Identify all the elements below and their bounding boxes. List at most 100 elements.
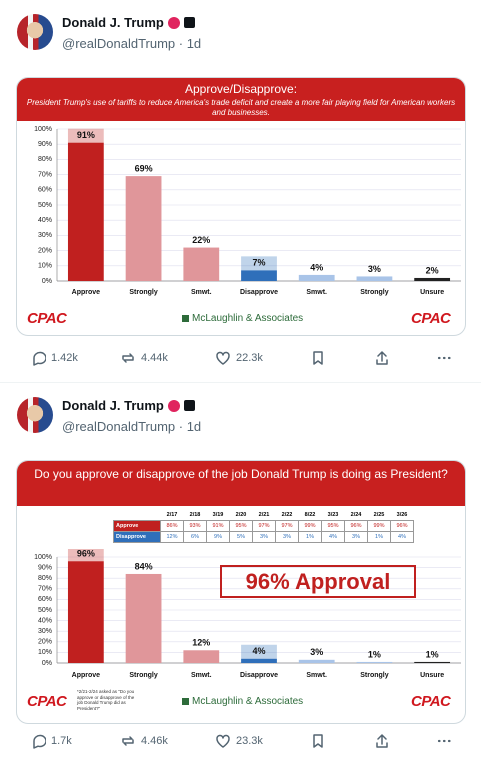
x-tick-label: Strongly [360,672,388,679]
repost-icon [122,353,134,363]
bookmark-button[interactable] [310,733,326,749]
more-icon [437,739,451,743]
table-header-cell: 8/22 [304,512,316,518]
icon-path [33,734,46,749]
table-header-row: 2/17 2/18 3/19 2/20 2/21 2/22 8/22 3/23 2/24 2/25… [114,510,414,521]
table-cell: 6% [183,531,207,543]
handle[interactable]: @realDonaldTrump · 1d [62,419,202,434]
like-button[interactable]: 22.3k [215,350,263,366]
bar [356,661,393,663]
value-label: 1% [368,649,381,659]
bar [414,661,451,663]
bookmark-button[interactable] [310,350,326,366]
reply-button[interactable]: 1.42k [30,350,78,366]
verified-badge [167,399,180,412]
icon-path [376,734,388,748]
x-tick-label: Smwt. [191,672,212,679]
y-tick-label: 90% [38,141,52,148]
like-button[interactable]: 23.3k [215,733,263,749]
repost-button[interactable]: 4.46k [120,733,168,749]
x-tick-label: Smwt. [306,672,327,679]
chart-image[interactable]: Approve/Disapprove: President Trump's us… [16,77,466,336]
source-text: McLaughlin & Associates [192,313,304,324]
more-button[interactable] [436,733,452,749]
repost-button[interactable]: 4.44k [120,350,168,366]
annotation: 96% Approval [220,565,416,598]
more-button[interactable] [436,350,452,366]
source-text: McLaughlin & Associates [192,696,304,707]
y-tick-label: 30% [38,628,52,635]
chart-image[interactable]: Do you approve or disapprove of the job … [16,460,466,724]
footnote: *2/21-2/24 asked as "Do you approve or d… [77,689,135,711]
chart-title: Approve/Disapprove: [184,82,298,96]
value-label: 4% [252,646,265,656]
table-cell: 1% [298,531,322,543]
author-row: Donald J. Trump [62,398,195,413]
reply-button[interactable]: 1.7k [30,733,72,749]
y-tick-label: 80% [38,156,52,163]
x-tick-label: Strongly [129,289,157,296]
chart-footer: CPAC *2/21-2/24 asked as "Do you approve… [17,687,465,717]
x-tick-label: Smwt. [191,289,212,296]
value-label: 22% [192,235,210,245]
x-tick-label: Unsure [420,289,444,296]
reply-icon [33,351,46,366]
repost-icon [122,736,134,746]
source: McLaughlin & Associates [182,313,303,324]
table-cell: 99% [298,520,322,532]
x-tick-label: Disapprove [240,289,278,296]
table-cell: 3% [275,531,299,543]
chart-title: Do you approve or disapprove of the job … [34,467,448,481]
icon-path [122,353,134,363]
plot: 0% 10% 20% 30% 40% 50% 60% 70% 80% 90% 100% Approve… [34,549,461,679]
avatar[interactable] [17,14,53,50]
like-icon [216,734,230,748]
y-tick-label: 100% [34,126,52,133]
y-tick-label: 10% [38,649,52,656]
bar [241,270,277,281]
share-button[interactable] [374,733,390,749]
handle[interactable]: @realDonaldTrump · 1d [62,36,202,51]
reply-icon [33,734,46,749]
logo: CPAC [411,693,451,710]
chart-footer: CPAC McLaughlin & Associates CPAC [17,304,465,334]
x-tick-label: Strongly [129,672,157,679]
source: McLaughlin & Associates [182,696,303,707]
reply-count: 1.7k [51,735,72,747]
table-cell: 93% [183,520,207,532]
value-label: 1% [426,649,439,659]
avatar[interactable] [17,397,53,433]
value-label: 84% [135,561,153,571]
icon-path [122,736,134,746]
y-tick-label: 60% [38,596,52,603]
repost-count: 4.44k [141,352,168,364]
icon-path [216,351,230,365]
y-tick-label: 100% [34,554,52,561]
y-tick-label: 10% [38,263,52,270]
table-row-label: Disapprove [113,531,161,543]
table-row: Approve 86% 93% 91% 95% 97% 97% 99% 95% 96% 99% 96% [113,520,414,532]
author-name[interactable]: Donald J. Trump [62,398,164,413]
y-tick-label: 30% [38,232,52,239]
label-highlight [241,644,277,659]
y-tick-label: 40% [38,617,52,624]
table-header-cell: 2/24 [350,512,362,518]
table-corner [114,510,161,521]
share-icon [376,351,388,365]
table-cell: 4% [321,531,345,543]
author-name[interactable]: Donald J. Trump [62,15,164,30]
table-cell: 12% [160,531,184,543]
table-cell: 95% [321,520,345,532]
value-label: 96% [77,549,95,559]
value-label: 3% [368,264,381,274]
chart-subtitle: President Trump's use of tariffs to redu… [26,98,456,117]
table-header-cell: 2/25 [373,512,385,518]
share-button[interactable] [374,350,390,366]
chart-banner: Do you approve or disapprove of the job … [17,461,465,506]
icon-path [313,351,323,365]
icon-path [33,351,46,366]
post: Donald J. Trump @realDonaldTrump · 1d Do… [0,383,481,768]
bar [125,176,162,281]
label-highlight [67,128,104,143]
